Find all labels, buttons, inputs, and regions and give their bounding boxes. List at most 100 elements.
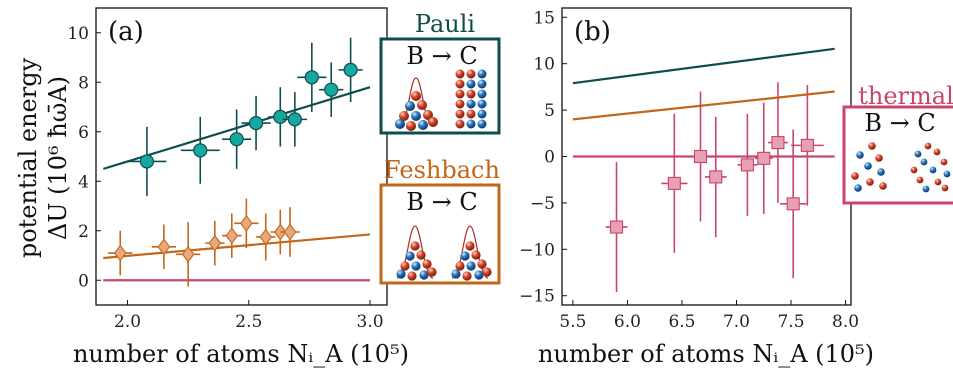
red-atom	[462, 271, 472, 281]
panel-a: 2.0 2.5 3.0 0 2 4 6 8 10 (a) number of atoms Nᵢ_…	[67, 7, 409, 368]
data-marker	[343, 62, 358, 77]
panel-b-y-tick-label: 15	[533, 8, 555, 28]
red-atom	[417, 100, 427, 110]
red-atom	[455, 99, 465, 109]
blue-atom	[914, 150, 922, 158]
y-axis-label: potential energy ΔU (10⁶ ħω̄A)	[14, 57, 72, 258]
panel-b-point-thermal	[661, 113, 688, 254]
blue-atom	[877, 168, 885, 176]
panel-a-point-feshbach	[280, 207, 300, 257]
data-marker	[771, 136, 785, 150]
panel-a-points	[108, 37, 363, 287]
data-marker	[240, 214, 253, 232]
panel-b-y-tick-label: −10	[519, 240, 555, 260]
blue-atom	[477, 119, 487, 129]
feshbach-inset-atoms-b	[396, 241, 437, 281]
panel-b-point-thermal	[689, 91, 712, 222]
panel-b-point-thermal	[737, 113, 758, 216]
panel-b-point-thermal	[780, 129, 807, 279]
red-atom	[875, 154, 883, 162]
panel-a-point-feshbach	[108, 230, 133, 276]
panel-b-point-thermal	[768, 82, 788, 203]
data-marker	[609, 220, 624, 234]
data-marker	[693, 149, 708, 164]
panel-b-x-tick-label: 7.5	[777, 312, 804, 332]
panel-a-x-tick-label: 2.5	[235, 312, 262, 332]
panel-a-y-tick-label: 4	[78, 172, 89, 192]
blue-atom	[477, 109, 487, 119]
thermal-inset-atoms-b	[851, 142, 887, 192]
pauli-inset-atoms-c	[455, 69, 487, 129]
blue-atom	[929, 166, 937, 174]
red-atom	[866, 178, 874, 186]
red-atom	[471, 250, 481, 260]
panel-a-x-axis-label: number of atoms Nᵢ_A (10⁵)	[73, 340, 409, 368]
data-marker	[273, 109, 288, 125]
panel-b-y-tick-label: 0	[544, 148, 555, 168]
panel-a-point-pauli	[297, 42, 327, 112]
panel-b-fit-line-feshbach	[572, 90, 835, 121]
panel-a-point-pauli	[319, 62, 344, 117]
panel-b-x-tick-label: 8.0	[832, 312, 859, 332]
red-atom	[422, 259, 432, 269]
panel-a-point-pauli	[282, 92, 307, 147]
red-atom	[466, 69, 476, 79]
blue-atom	[419, 270, 429, 280]
red-atom	[411, 91, 421, 101]
blue-atom	[474, 270, 484, 280]
panel-a-ticks: 2.0 2.5 3.0 0 2 4 6 8 10	[67, 24, 383, 332]
panel-a-frame	[95, 7, 388, 306]
panel-a-point-feshbach	[234, 198, 259, 249]
panel-a-point-feshbach	[222, 213, 242, 258]
panel-a-point-pauli	[241, 95, 271, 151]
data-marker	[113, 244, 127, 262]
red-atom	[466, 109, 476, 119]
blue-atom	[466, 79, 476, 89]
thermal-inset-label: B → C	[864, 109, 935, 137]
blue-atom	[922, 185, 930, 193]
panel-b-point-thermal	[755, 102, 773, 215]
panel-b-y-tick-label: 10	[533, 55, 555, 75]
panel-b-fit-line-pauli	[572, 47, 835, 85]
pauli-inset-label: B → C	[406, 42, 477, 70]
data-marker	[208, 234, 222, 252]
panel-a-y-tick-label: 6	[78, 123, 89, 143]
blue-atom	[395, 119, 405, 129]
panel-b-x-tick-label: 5.5	[559, 312, 586, 332]
panel-a-letter: (a)	[108, 17, 144, 47]
red-atom	[455, 119, 465, 129]
blue-atom	[405, 101, 415, 111]
panel-b-x-axis-label: number of atoms Nᵢ_A (10⁵)	[538, 340, 874, 368]
panel-b-x-tick-label: 7.0	[723, 312, 750, 332]
red-atom	[910, 166, 918, 174]
data-marker	[757, 151, 771, 165]
panel-b-fit-lines	[572, 47, 835, 158]
feshbach-inset: Feshbach B → C	[379, 156, 501, 285]
blue-atom	[477, 79, 487, 89]
blue-atom	[864, 162, 872, 170]
y-axis-label-line2: ΔU (10⁶ ħω̄A)	[44, 76, 72, 240]
thermal-inset-title: thermal	[858, 82, 953, 110]
panel-a-point-feshbach	[176, 222, 201, 287]
panel-b-point-thermal	[605, 162, 628, 293]
red-atom	[410, 241, 420, 251]
red-atom	[400, 261, 410, 271]
panel-a-point-pauli	[180, 116, 220, 184]
red-atom	[407, 271, 417, 281]
blue-atom	[466, 99, 476, 109]
panel-a-y-tick-label: 8	[78, 73, 89, 93]
data-marker	[225, 227, 239, 245]
red-atom	[455, 89, 465, 99]
panel-a-y-tick-label: 10	[67, 24, 89, 44]
blue-atom	[466, 119, 476, 129]
data-marker	[283, 223, 297, 241]
red-atom	[934, 178, 942, 186]
panel-b-y-tick-label: −15	[519, 287, 555, 307]
data-marker	[248, 115, 264, 131]
red-atom	[455, 109, 465, 119]
data-marker	[193, 143, 208, 158]
blue-atom	[477, 89, 487, 99]
panel-a-point-feshbach	[151, 224, 177, 270]
data-marker	[709, 170, 723, 184]
